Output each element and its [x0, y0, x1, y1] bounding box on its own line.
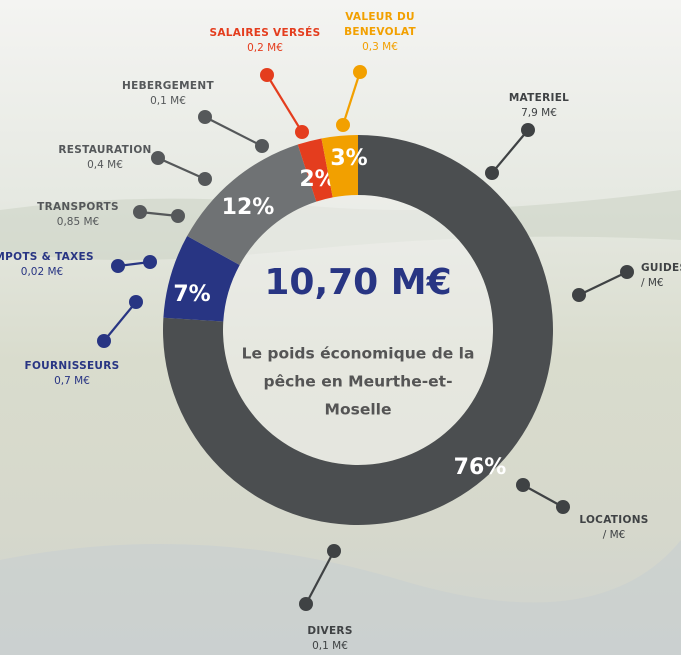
leader-line	[578, 271, 628, 296]
leader-line	[204, 116, 263, 147]
leader-line	[157, 156, 206, 181]
callout-dot	[620, 265, 634, 279]
callout-end	[255, 139, 269, 153]
leader-line	[341, 71, 362, 126]
leader-line	[522, 484, 564, 508]
callout-end	[516, 478, 530, 492]
callout-end	[485, 166, 499, 180]
callout-label: VALEUR DU	[345, 11, 415, 23]
donut-center	[223, 195, 493, 465]
callout-value: 0,3 M€	[362, 41, 398, 53]
callout-dot	[198, 110, 212, 124]
callout-label: LOCATIONS	[579, 514, 648, 526]
callout-label: IMPOTS & TAXES	[0, 251, 94, 263]
total: 10,70 M€	[264, 262, 451, 303]
callout-value: / M€	[603, 529, 626, 541]
callout-label: FOURNISSEURS	[24, 360, 119, 372]
callout-dot	[97, 334, 111, 348]
leader-line	[491, 129, 529, 174]
callout-label: GUIDES	[641, 262, 681, 274]
donut-segment	[297, 138, 333, 202]
callout-label: BENEVOLAT	[344, 26, 416, 38]
subtitle: Moselle	[325, 401, 392, 419]
segment-label: 12%	[222, 195, 275, 220]
callout-end	[572, 288, 586, 302]
callout-value: 0,1 M€	[312, 640, 348, 652]
leader-line	[103, 301, 137, 342]
river	[0, 540, 681, 655]
donut-segment	[163, 135, 553, 525]
donut-segment	[187, 144, 317, 265]
callout-value: 0,2 M€	[247, 42, 283, 54]
callout-value: 0,7 M€	[54, 375, 90, 387]
callout-end	[143, 255, 157, 269]
callout-dot	[133, 205, 147, 219]
callout-end	[129, 295, 143, 309]
callout-label: RESTAURATION	[58, 144, 151, 156]
callout-dot	[521, 123, 535, 137]
segment-label: 76%	[454, 455, 507, 480]
callout-value: 0,02 M€	[21, 266, 63, 278]
subtitle: pêche en Meurthe-et-	[263, 373, 452, 391]
callout-label: SALAIRES VERSÉS	[209, 26, 320, 39]
callout-dot	[299, 597, 313, 611]
callout-value: 0,85 M€	[57, 216, 99, 228]
donut-segment	[321, 135, 358, 198]
segment-label: 7%	[173, 282, 210, 307]
callout-end	[198, 172, 212, 186]
callout-label: MATERIEL	[509, 92, 569, 104]
callout-dot	[556, 500, 570, 514]
callout-label: TRANSPORTS	[37, 201, 119, 213]
callout-label: DIVERS	[307, 625, 352, 637]
callout-end	[327, 544, 341, 558]
callout-dot	[111, 259, 125, 273]
callout-dot	[260, 68, 274, 82]
callout-value: / M€	[641, 277, 664, 289]
leader-line	[266, 74, 303, 133]
callout-value: 0,1 M€	[150, 95, 186, 107]
callout-value: 0,4 M€	[87, 159, 123, 171]
leader-line	[305, 550, 335, 605]
callout-value: 7,9 M€	[521, 107, 557, 119]
callout-dot	[353, 65, 367, 79]
callout-end	[171, 209, 185, 223]
subtitle: Le poids économique de la	[242, 345, 475, 363]
callout-end	[336, 118, 350, 132]
callout-label: HEBERGEMENT	[122, 80, 214, 92]
segment-label: 3%	[330, 146, 367, 171]
callout-dot	[151, 151, 165, 165]
callout-end	[295, 125, 309, 139]
donut-segment	[163, 236, 240, 322]
